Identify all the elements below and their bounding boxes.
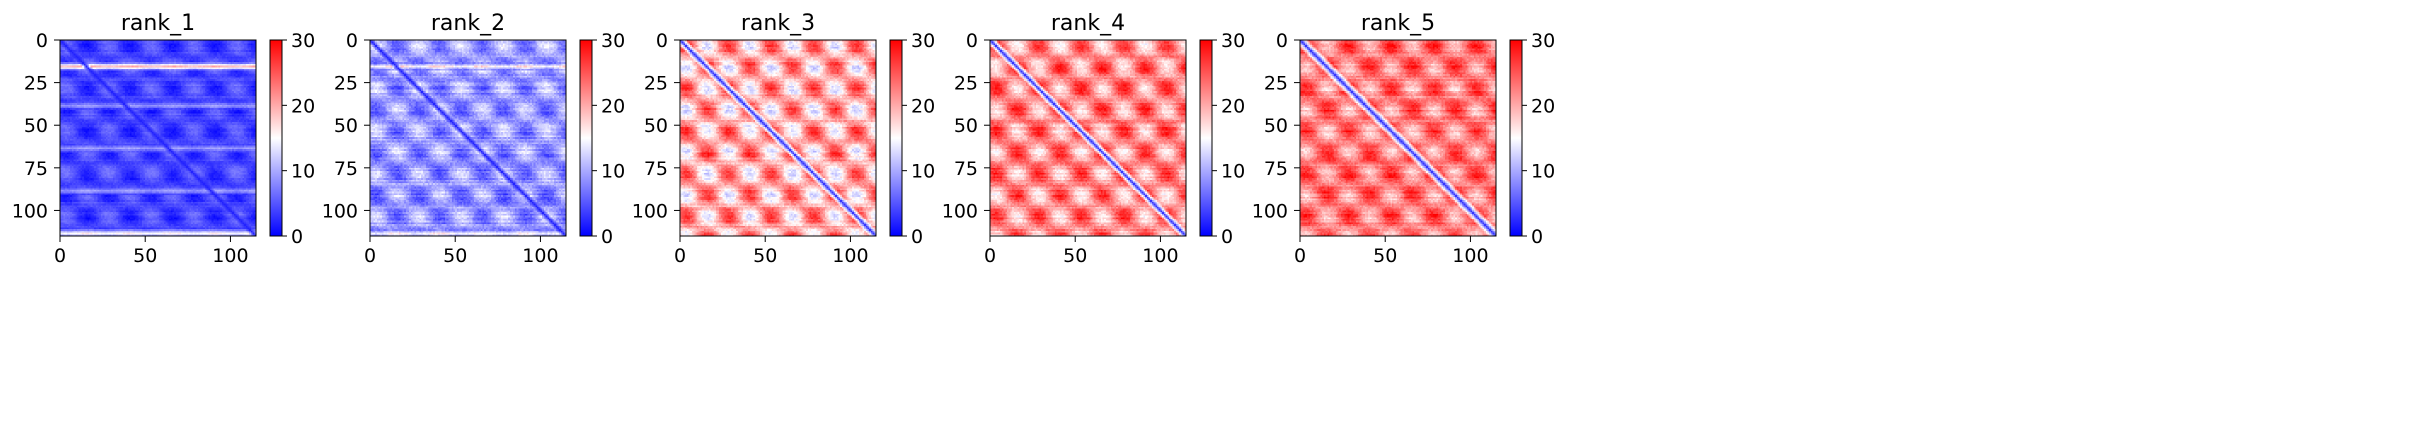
colorbar: [1509, 39, 1523, 237]
x-tick-label: 50: [133, 245, 157, 267]
heatmap-cells: [370, 40, 566, 236]
heatmap-cells: [680, 40, 876, 236]
y-tick-label: 50: [334, 115, 358, 137]
y-tick-label: 100: [942, 200, 978, 222]
y-tick-label: 25: [954, 73, 978, 95]
x-tick-label: 100: [522, 245, 558, 267]
y-tick-label: 100: [632, 200, 668, 222]
colorbar-tick-label: 30: [1531, 30, 1555, 52]
chart-title: rank_3: [741, 11, 815, 36]
axes-frame: [1299, 39, 1497, 237]
x-tick-label: 100: [1452, 245, 1488, 267]
axes-frame: [679, 39, 877, 237]
y-tick-label: 100: [12, 200, 48, 222]
y-tick-label: 100: [322, 200, 358, 222]
x-tick-label: 0: [54, 245, 66, 267]
x-tick-label: 50: [1063, 245, 1087, 267]
y-tick-label: 75: [1264, 158, 1288, 180]
colorbar-tick-label: 10: [1531, 161, 1555, 183]
x-tick-label: 0: [674, 245, 686, 267]
colorbar-tick-label: 10: [291, 161, 315, 183]
colorbar-tick-label: 20: [911, 95, 935, 117]
y-tick-label: 50: [644, 115, 668, 137]
heatmap-panel: rank_3 0 50 100 0 25 50 75 100 0 10 20 30: [632, 11, 935, 267]
heatmap-panel: rank_5 0 50 100 0 25 50 75 100 0 10 20 30: [1252, 11, 1555, 267]
axes-frame: [59, 39, 257, 237]
heatmap-panel: rank_4 0 50 100 0 25 50 75 100 0 10 20 30: [942, 11, 1245, 267]
colorbar: [889, 39, 903, 237]
colorbar-tick-label: 10: [911, 161, 935, 183]
heatmap-panel: rank_2 0 50 100 0 25 50 75 100 0 10 20 30: [322, 11, 625, 267]
colorbar-tick-label: 0: [291, 226, 303, 248]
y-tick-label: 75: [954, 158, 978, 180]
y-tick-label: 0: [656, 30, 668, 52]
x-tick-label: 100: [1142, 245, 1178, 267]
x-tick-label: 100: [832, 245, 868, 267]
colorbar: [1199, 39, 1213, 237]
heatmap-cells: [60, 40, 256, 236]
y-tick-label: 100: [1252, 200, 1288, 222]
x-tick-label: 0: [1294, 245, 1306, 267]
colorbar-tick-label: 20: [291, 95, 315, 117]
y-tick-label: 75: [24, 158, 48, 180]
colorbar-tick-label: 0: [911, 226, 923, 248]
y-tick-label: 0: [346, 30, 358, 52]
y-tick-label: 75: [334, 158, 358, 180]
y-tick-label: 0: [1276, 30, 1288, 52]
colorbar-tick-label: 30: [291, 30, 315, 52]
y-tick-label: 25: [644, 73, 668, 95]
y-tick-label: 0: [966, 30, 978, 52]
axes-frame: [989, 39, 1187, 237]
x-tick-label: 50: [443, 245, 467, 267]
y-tick-label: 75: [644, 158, 668, 180]
heatmap-cells: [1300, 40, 1496, 236]
colorbar-tick-label: 20: [601, 95, 625, 117]
chart-title: rank_5: [1361, 11, 1435, 36]
colorbar-tick-label: 0: [1221, 226, 1233, 248]
colorbar-tick-label: 10: [1221, 161, 1245, 183]
x-tick-label: 0: [984, 245, 996, 267]
colorbar-tick-label: 30: [601, 30, 625, 52]
x-tick-label: 0: [364, 245, 376, 267]
colorbar-tick-label: 20: [1221, 95, 1245, 117]
colorbar-tick-label: 30: [1221, 30, 1245, 52]
y-tick-label: 25: [334, 73, 358, 95]
y-tick-label: 0: [36, 30, 48, 52]
y-tick-label: 25: [24, 73, 48, 95]
axes-frame: [369, 39, 567, 237]
chart-title: rank_2: [431, 11, 505, 36]
x-tick-label: 50: [1373, 245, 1397, 267]
y-tick-label: 25: [1264, 73, 1288, 95]
x-tick-label: 50: [753, 245, 777, 267]
colorbar: [579, 39, 593, 237]
chart-title: rank_4: [1051, 11, 1125, 36]
y-tick-label: 50: [1264, 115, 1288, 137]
heatmap-panel: rank_1 0 50 100 0 25 50 75 100 0 10 20 30: [12, 11, 315, 267]
colorbar: [269, 39, 283, 237]
y-tick-label: 50: [24, 115, 48, 137]
colorbar-tick-label: 20: [1531, 95, 1555, 117]
colorbar-tick-label: 0: [1531, 226, 1543, 248]
colorbar-tick-label: 10: [601, 161, 625, 183]
colorbar-tick-label: 0: [601, 226, 613, 248]
chart-title: rank_1: [121, 11, 195, 36]
colorbar-tick-label: 30: [911, 30, 935, 52]
y-tick-label: 50: [954, 115, 978, 137]
heatmap-cells: [990, 40, 1186, 236]
x-tick-label: 100: [212, 245, 248, 267]
